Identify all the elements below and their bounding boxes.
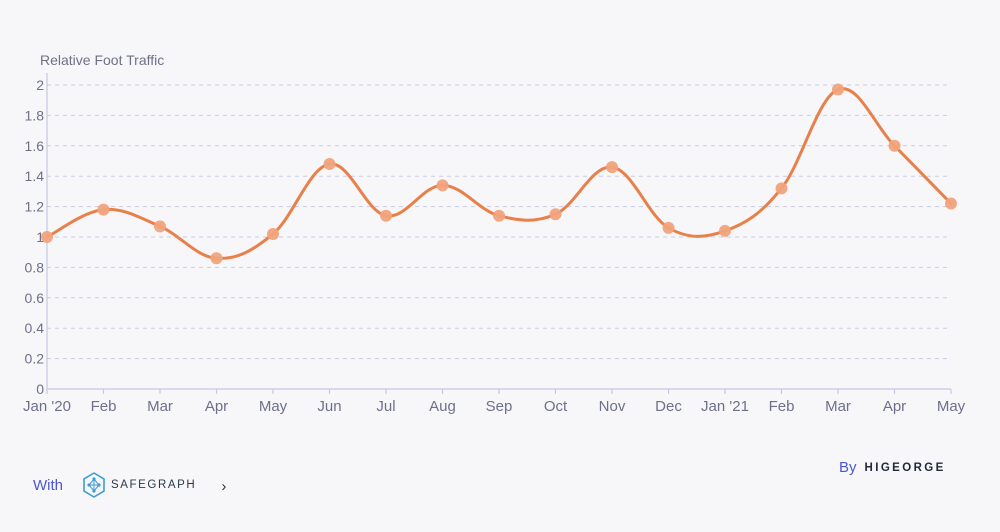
y-tick-label: 0.2 [25,351,45,367]
x-tick-label: Jun [317,398,341,415]
data-point[interactable] [606,161,618,174]
axes [46,73,952,394]
data-point[interactable] [380,209,392,222]
data-point[interactable] [719,224,731,237]
with-label: With [33,476,63,494]
x-tick-label: Jan '21 [701,398,749,415]
x-tick-label: Jul [376,398,395,415]
x-tick-label: Mar [825,398,851,415]
data-point[interactable] [436,179,449,192]
by-label: By [839,459,857,476]
y-tick-label: 1.4 [25,168,45,184]
x-tick-label: Apr [205,398,228,415]
x-tick-label: Oct [544,398,568,415]
safegraph-logo-icon [83,472,105,498]
x-tick-label: Sep [486,398,513,415]
x-tick-label: May [937,398,966,415]
x-tick-label: May [259,398,288,415]
data-point[interactable] [493,209,505,222]
x-tick-label: Aug [429,398,456,415]
gridlines [47,84,951,360]
data-point[interactable] [97,203,110,216]
higeorge-credit[interactable]: By HIGEORGE [839,459,946,476]
line-chart: Relative Foot Traffic 0 0.2 0.4 0.6 0.8 1 1.2 1… [23,52,966,415]
y-tick-label: 0.6 [25,290,45,306]
data-point[interactable] [832,83,844,96]
safegraph-logo-text: SAFEGRAPH [111,479,197,491]
higeorge-logo-text: HIGEORGE [864,461,946,474]
data-point[interactable] [662,221,675,234]
data-point[interactable] [154,220,166,233]
y-tick-label: 1.2 [25,199,45,215]
data-point[interactable] [41,231,53,243]
chevron-right-icon[interactable]: › [221,477,227,495]
y-axis-label: Relative Foot Traffic [40,52,164,68]
data-point[interactable] [549,208,562,221]
y-tick-label: 0.8 [25,259,45,275]
x-tick-label: Dec [655,398,682,415]
data-points [41,83,957,265]
data-point[interactable] [945,197,957,210]
y-tick-labels: 0 0.2 0.4 0.6 0.8 1 1.2 1.4 1.6 1.8 2 [25,77,45,397]
data-point[interactable] [267,227,279,240]
x-tick-label: Feb [91,398,117,415]
data-point[interactable] [888,139,901,152]
data-point[interactable] [323,158,336,171]
data-point[interactable] [775,182,788,195]
data-point[interactable] [210,252,223,265]
y-tick-label: 0.4 [25,320,45,336]
series-foot-traffic [45,87,953,260]
y-tick-label: 2 [36,77,44,93]
y-tick-label: 1.6 [25,138,45,154]
safegraph-link[interactable]: With SAFEGRAPH › [33,472,226,498]
y-tick-label: 1 [36,229,44,245]
y-tick-label: 1.8 [25,107,45,123]
x-tick-label: Feb [769,398,795,415]
x-tick-labels: Jan '20 Feb Mar Apr May Jun Jul Aug Sep Oct Nov Dec… [23,398,966,415]
x-tick-label: Apr [883,398,906,415]
series-line [45,87,953,260]
x-tick-label: Jan '20 [23,398,71,415]
x-tick-label: Mar [147,398,173,415]
x-tick-label: Nov [599,398,626,415]
y-tick-label: 0 [36,381,44,397]
